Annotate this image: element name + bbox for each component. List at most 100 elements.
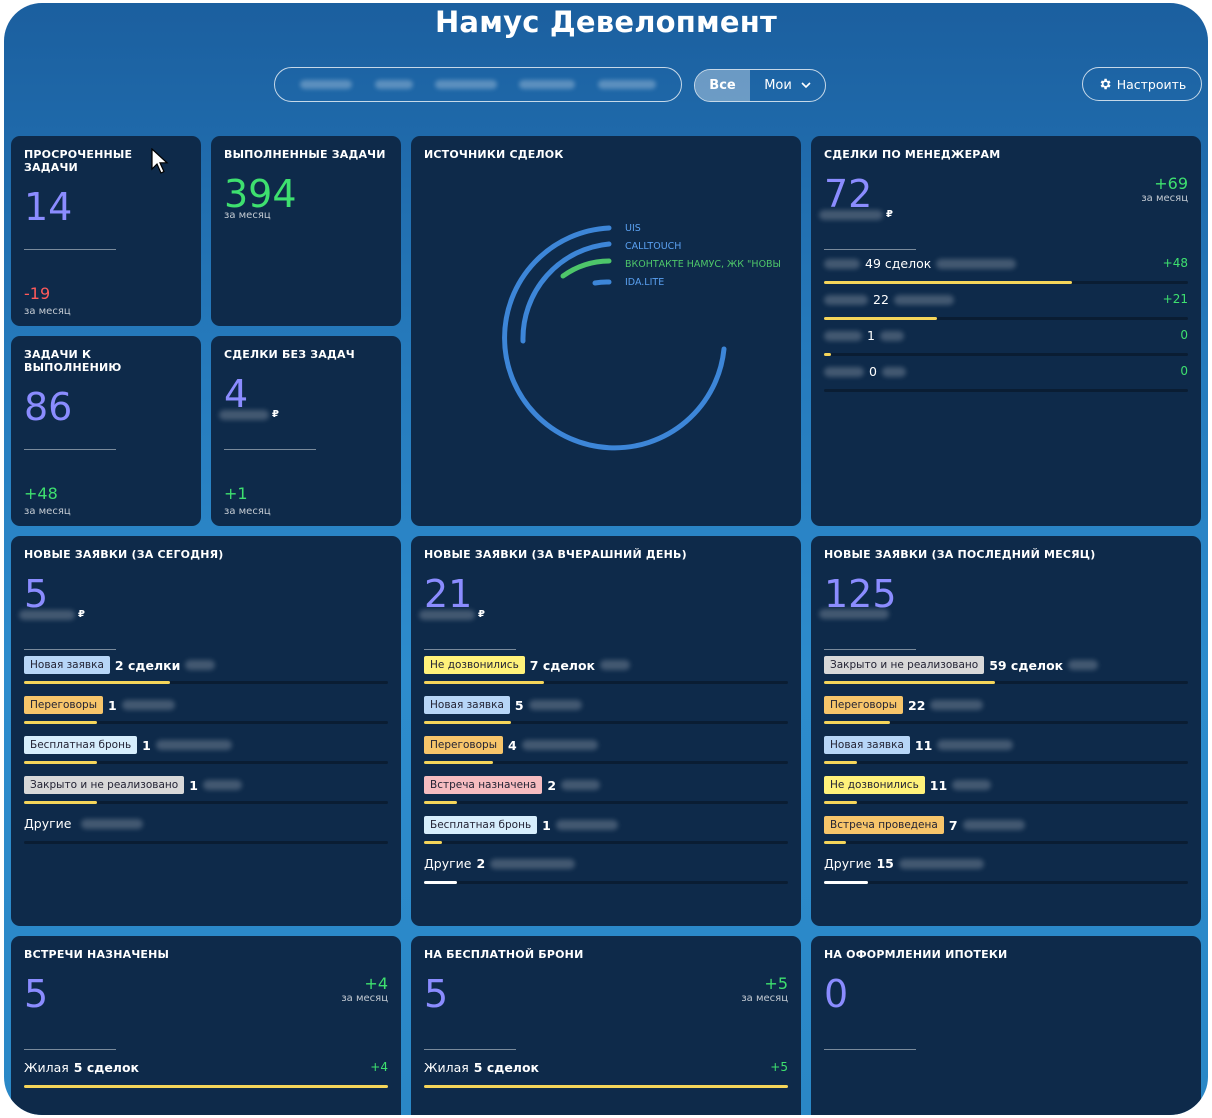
progress-track bbox=[824, 841, 1188, 844]
list-item[interactable]: Другие 15 bbox=[824, 856, 1188, 884]
list-item[interactable]: Жилая 5 сделок +5 bbox=[424, 1060, 788, 1088]
card-deals-without-tasks[interactable]: Сделки без задач 4 ₽ +1 за месяц bbox=[211, 336, 401, 526]
progress-track bbox=[424, 761, 788, 764]
list-item[interactable]: Бесплатная бронь 1 bbox=[424, 816, 788, 844]
progress-track bbox=[24, 721, 388, 724]
card-title: Новые заявки (за вчерашний день) bbox=[424, 548, 687, 561]
metric-value: 72 bbox=[824, 172, 873, 216]
progress-fill bbox=[824, 881, 868, 884]
card-mortgage[interactable]: На оформлении ипотеки 0 bbox=[811, 936, 1201, 1115]
list-item[interactable]: Бесплатная бронь 1 bbox=[24, 736, 388, 764]
tab-blurred-1[interactable] bbox=[300, 80, 353, 89]
progress-fill bbox=[24, 761, 97, 764]
currency-amount: ₽ bbox=[819, 209, 893, 220]
status-tag: Новая заявка bbox=[424, 696, 510, 714]
divider bbox=[24, 449, 116, 450]
pipeline-tabs[interactable] bbox=[274, 67, 682, 102]
card-new-requests-month[interactable]: Новые заявки (за последний месяц) 125 За… bbox=[811, 536, 1201, 926]
progress-fill bbox=[424, 881, 457, 884]
legend-calltouch: CALLTOUCH bbox=[625, 241, 681, 252]
row-count: 5 сделок bbox=[473, 1060, 540, 1075]
status-tag: Закрыто и не реализовано bbox=[24, 776, 185, 794]
status-tag: Закрыто и не реализовано bbox=[824, 656, 985, 674]
list-item[interactable]: Переговоры 22 bbox=[824, 696, 1188, 724]
card-meetings-scheduled[interactable]: Встречи назначены 5 +4 за месяц Жилая 5 с… bbox=[11, 936, 401, 1115]
card-overdue-tasks[interactable]: Просроченные задачи 14 -19 за месяц bbox=[11, 136, 201, 326]
chevron-down-icon bbox=[801, 82, 811, 89]
settings-button[interactable]: Настроить bbox=[1082, 67, 1202, 101]
list-item[interactable]: Встреча назначена 2 bbox=[424, 776, 788, 804]
blurred-amount bbox=[881, 366, 906, 377]
currency-sign: ₽ bbox=[272, 409, 279, 420]
progress-track bbox=[824, 801, 1188, 804]
card-deals-by-manager[interactable]: Сделки по менеджерам 72 ₽ +69 за месяц 4… bbox=[811, 136, 1201, 526]
list-item[interactable]: Новая заявка 5 bbox=[424, 696, 788, 724]
row-count: 2 bbox=[547, 777, 557, 793]
progress-track bbox=[824, 317, 1188, 320]
list-item[interactable]: 49 сделок +48 bbox=[824, 256, 1188, 284]
list-item[interactable]: Не дозвонились 7 сделок bbox=[424, 656, 788, 684]
status-tag: Бесплатная бронь bbox=[24, 736, 138, 754]
progress-fill bbox=[424, 1085, 788, 1088]
list-item[interactable]: Другие 2 bbox=[424, 856, 788, 884]
progress-fill bbox=[824, 841, 846, 844]
card-title: Сделки по менеджерам bbox=[824, 148, 1001, 161]
row-delta: +21 bbox=[1162, 292, 1188, 306]
card-todo-tasks[interactable]: Задачи к выполнению 86 +48 за месяц bbox=[11, 336, 201, 526]
card-new-requests-today[interactable]: Новые заявки (за сегодня) 5 ₽ Новая заяв… bbox=[11, 536, 401, 926]
tab-blurred-3[interactable] bbox=[434, 80, 497, 89]
list-item[interactable]: Закрыто и не реализовано 59 сделок bbox=[824, 656, 1188, 684]
filter-mine-label: Мои bbox=[764, 78, 792, 93]
blurred-manager-name bbox=[824, 366, 864, 377]
row-count: 1 bbox=[867, 328, 875, 343]
blurred-amount bbox=[962, 820, 1025, 830]
blurred-amount bbox=[879, 330, 904, 341]
row-label: Жилая 5 сделок bbox=[24, 1060, 139, 1075]
list-item[interactable]: Переговоры 4 bbox=[424, 736, 788, 764]
blurred-amount bbox=[936, 258, 1017, 269]
row-count: 5 сделок bbox=[73, 1060, 140, 1075]
metric-value: 5 bbox=[24, 572, 49, 616]
metric-delta: +4 bbox=[364, 974, 388, 993]
blurred-manager-name bbox=[824, 330, 862, 341]
blurred-amount bbox=[893, 294, 954, 305]
metric-delta: -19 bbox=[24, 284, 51, 303]
progress-fill bbox=[24, 681, 170, 684]
progress-track bbox=[824, 281, 1188, 284]
filter-mine-button[interactable]: Мои bbox=[750, 70, 825, 101]
row-label: 0 bbox=[824, 364, 906, 379]
list-item[interactable]: Новая заявка 11 bbox=[824, 736, 1188, 764]
list-item[interactable]: 22 +21 bbox=[824, 292, 1188, 320]
tab-blurred-2[interactable] bbox=[374, 80, 413, 89]
legend-ida-lite: IDA.LITE bbox=[625, 277, 664, 288]
tab-blurred-5[interactable] bbox=[597, 80, 656, 89]
divider bbox=[424, 649, 516, 650]
progress-track bbox=[424, 881, 788, 884]
list-item[interactable]: Жилая 5 сделок +4 bbox=[24, 1060, 388, 1088]
owner-filter[interactable]: Все Мои bbox=[694, 69, 826, 102]
list-item[interactable]: Не дозвонились 11 bbox=[824, 776, 1188, 804]
row-category: Жилая bbox=[424, 1060, 469, 1075]
list-item[interactable]: Переговоры 1 bbox=[24, 696, 388, 724]
metric-delta: +1 bbox=[224, 484, 248, 503]
card-title: На оформлении ипотеки bbox=[824, 948, 1008, 961]
list-item[interactable]: Встреча проведена 7 bbox=[824, 816, 1188, 844]
tab-blurred-4[interactable] bbox=[519, 80, 576, 89]
row-count: 11 bbox=[929, 777, 948, 793]
card-new-requests-yesterday[interactable]: Новые заявки (за вчерашний день) 21 ₽ Не… bbox=[411, 536, 801, 926]
list-item[interactable]: Другие bbox=[24, 816, 388, 844]
card-done-tasks[interactable]: Выполненные задачи 394 за месяц bbox=[211, 136, 401, 326]
divider bbox=[824, 249, 916, 250]
progress-fill bbox=[24, 721, 97, 724]
progress-fill bbox=[824, 281, 1072, 284]
card-deal-sources[interactable]: Источники сделок UIS CALLTOUCH ВКОНТАКТЕ… bbox=[411, 136, 801, 526]
row-count: 11 bbox=[914, 737, 933, 753]
list-item[interactable]: Закрыто и не реализовано 1 bbox=[24, 776, 388, 804]
card-free-booking[interactable]: На бесплатной брони 5 +5 за месяц Жилая 5… bbox=[411, 936, 801, 1115]
metric-period: за месяц bbox=[1141, 193, 1188, 204]
filter-all-button[interactable]: Все bbox=[695, 70, 750, 101]
metric-value: 0 bbox=[824, 972, 849, 1016]
list-item[interactable]: Новая заявка 2 сделки bbox=[24, 656, 388, 684]
